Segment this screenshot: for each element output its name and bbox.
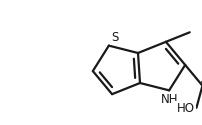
Text: NH: NH — [160, 93, 177, 106]
Text: HO: HO — [176, 102, 194, 115]
Text: S: S — [110, 31, 118, 44]
